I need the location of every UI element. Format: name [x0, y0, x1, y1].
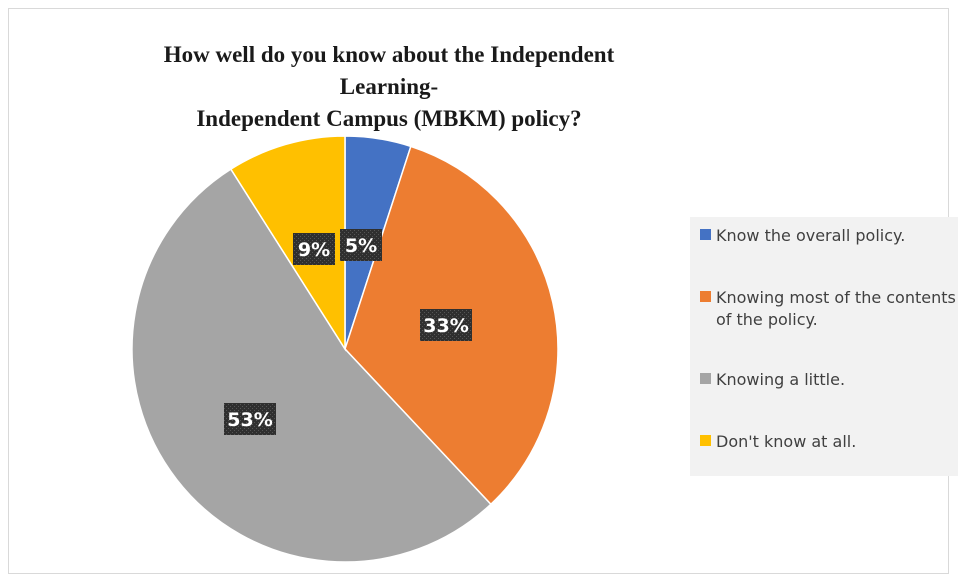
label-dont-know: 9% — [293, 233, 335, 265]
label-knowing-little-text: 53% — [227, 409, 272, 431]
chart-title-line-2: Independent Campus (MBKM) policy? — [196, 106, 582, 131]
chart-title-line-1: How well do you know about the Independe… — [163, 42, 615, 99]
slice-dont-know — [229, 135, 346, 352]
label-knowing-little-background — [224, 403, 276, 435]
pie-data-labels: 5% 33% 53% 9% — [224, 229, 472, 435]
chart-title: How well do you know about the Independe… — [119, 39, 659, 135]
label-know-overall: 5% — [340, 229, 382, 261]
legend-label-dont-know: Don't know at all. — [716, 432, 857, 451]
label-know-overall-text: 5% — [345, 235, 377, 257]
label-knowing-little: 53% — [224, 403, 276, 435]
label-know-overall-background — [340, 229, 382, 261]
label-knowing-most: 33% — [420, 309, 472, 341]
legend-label-knowing-most: Knowing most of the contents of the poli… — [716, 288, 956, 329]
legend-swatch-knowing-little — [700, 373, 711, 384]
legend-label-know-overall: Know the overall policy. — [716, 226, 906, 245]
legend-swatch-know-overall — [700, 229, 711, 240]
slice-knowing-little — [131, 168, 492, 563]
legend-swatch-dont-know — [700, 435, 711, 446]
chart-area: How well do you know about the Independe… — [8, 8, 958, 574]
legend-label-knowing-little: Knowing a little. — [716, 370, 846, 389]
legend: Know the overall policy. Knowing most of… — [690, 217, 958, 476]
label-dont-know-text: 9% — [298, 239, 330, 261]
pie-slices — [131, 135, 559, 563]
label-dont-know-background — [293, 233, 335, 265]
label-knowing-most-text: 33% — [423, 315, 468, 337]
label-knowing-most-background — [420, 309, 472, 341]
legend-swatch-knowing-most — [700, 291, 711, 302]
